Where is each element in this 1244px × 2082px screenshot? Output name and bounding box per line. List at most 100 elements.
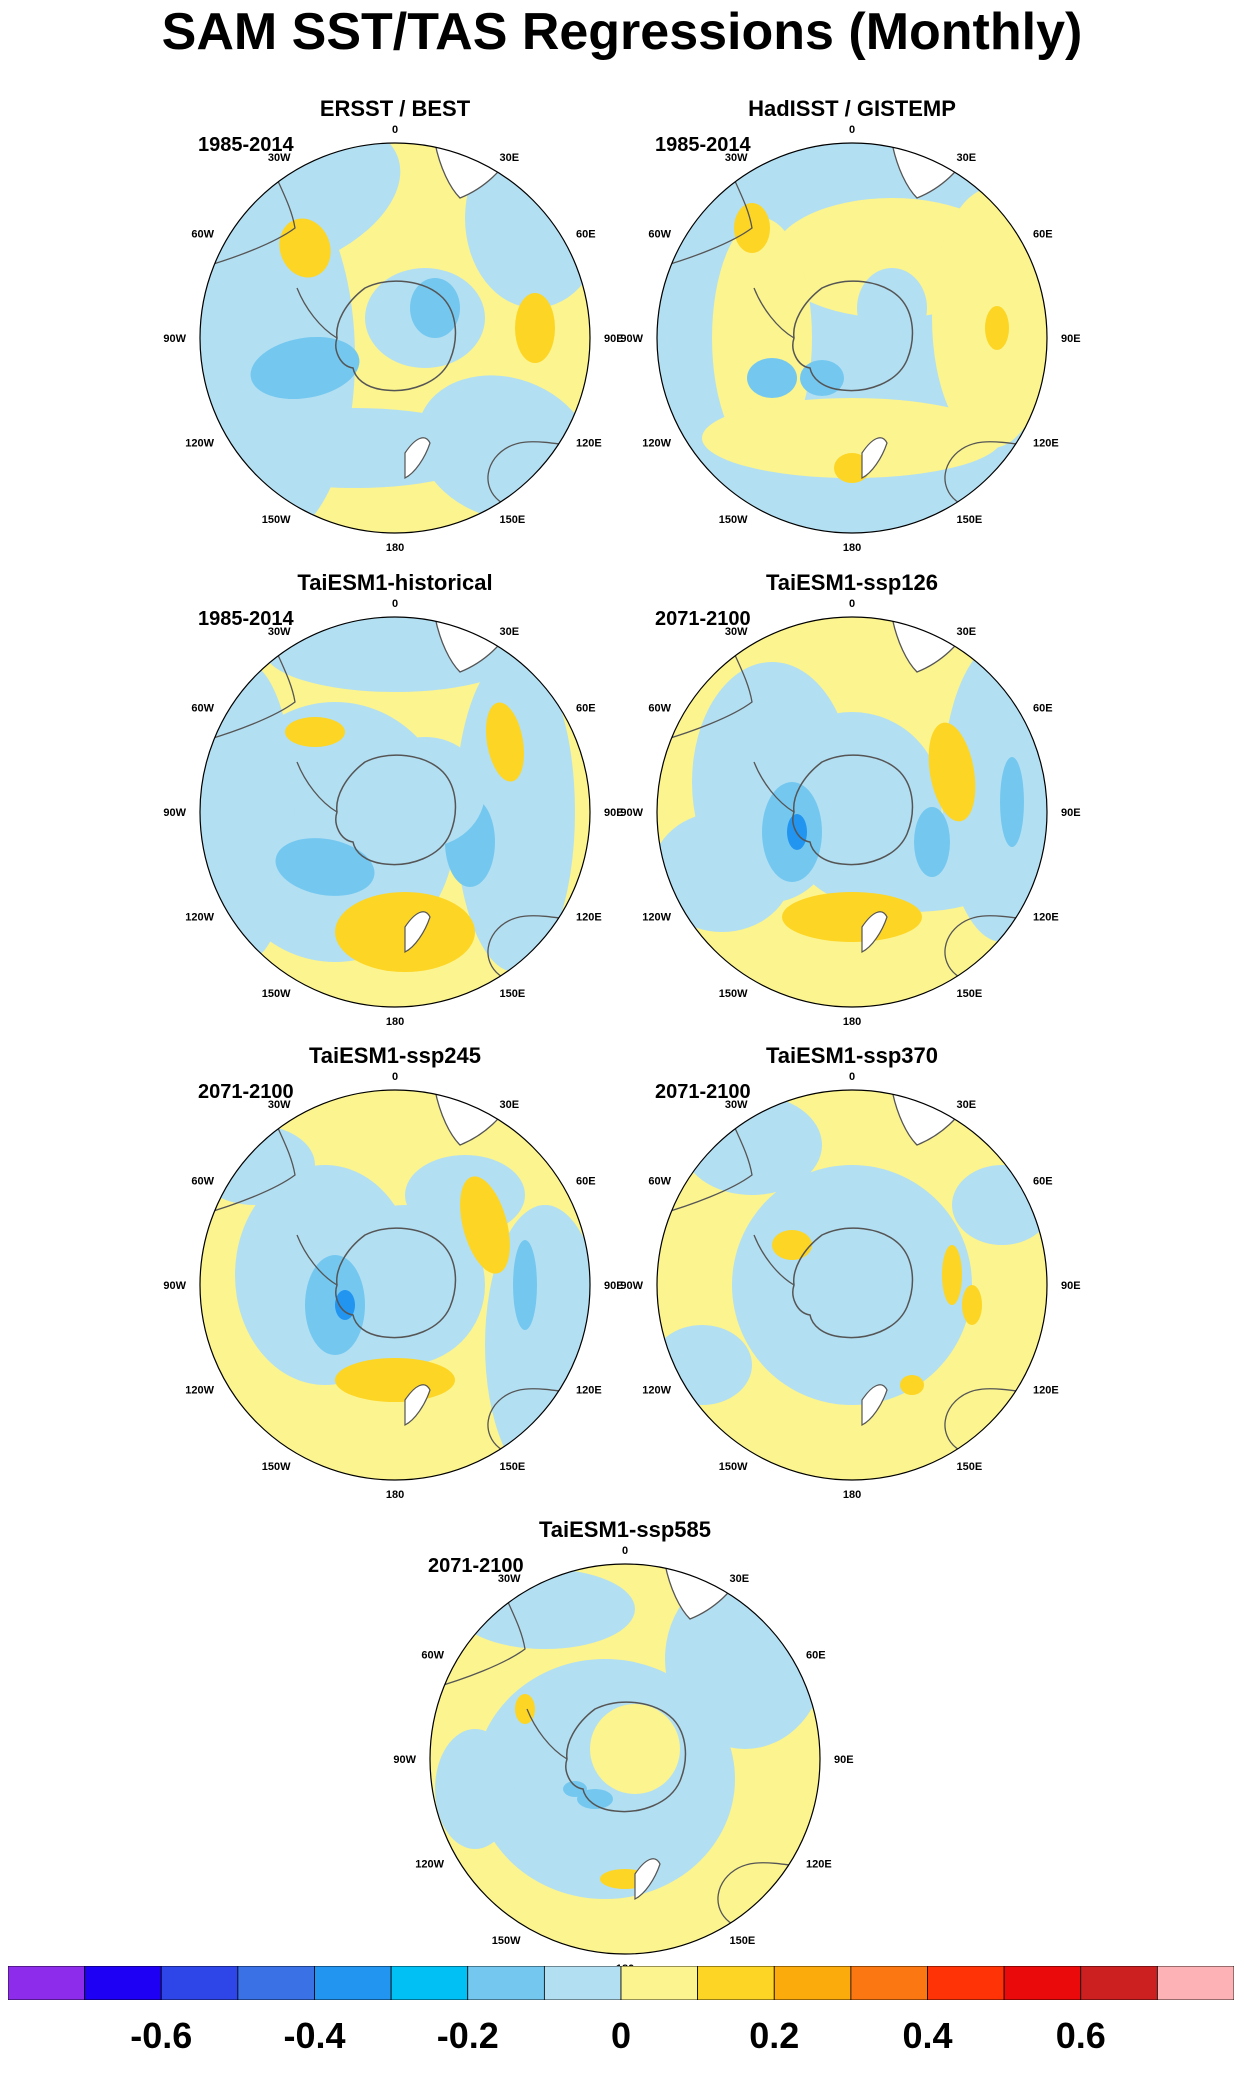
longitude-label: 60W (191, 703, 214, 715)
antarctica-coastline (565, 1701, 687, 1813)
regression-region (900, 1375, 924, 1395)
colorbar (8, 1966, 1234, 2000)
antarctic-peninsula (753, 287, 795, 339)
longitude-label: 150E (500, 1461, 526, 1473)
antarctica-coastline (335, 280, 457, 392)
longitude-label: 0 (392, 598, 398, 610)
longitude-label: 150E (500, 514, 526, 526)
longitude-label: 60E (806, 1650, 826, 1662)
longitude-label: 120W (642, 438, 671, 450)
longitude-label: 30E (500, 152, 520, 164)
longitude-label: 90E (604, 807, 624, 819)
longitude-label: 30W (725, 626, 748, 638)
longitude-label: 150W (492, 1935, 521, 1947)
new-zealand-coastline (404, 911, 431, 953)
figure-title: SAM SST/TAS Regressions (Monthly) (161, 3, 1083, 61)
antarctica-coastline (335, 1227, 457, 1339)
regression-region (942, 1245, 962, 1305)
longitude-label: 90E (1061, 1280, 1081, 1292)
regression-region (590, 1704, 680, 1794)
regression-region (515, 293, 555, 363)
panel-title: TaiESM1-ssp370 (765, 1043, 938, 1068)
longitude-label: 150W (719, 514, 748, 526)
regression-region (782, 892, 922, 942)
longitude-label: 0 (392, 124, 398, 136)
longitude-label: 90W (620, 807, 643, 819)
colorbar-swatch (773, 1966, 852, 2000)
antarctic-peninsula (526, 1708, 568, 1760)
antarctica-coastline (792, 280, 914, 392)
antarctic-peninsula (296, 761, 338, 813)
regression-region (365, 737, 485, 847)
colorbar-tick-label: 0.2 (749, 2015, 800, 2056)
new-zealand-coastline (861, 1384, 888, 1426)
antarctica-coastline (792, 754, 914, 866)
new-zealand-coastline (861, 437, 888, 479)
longitude-label: 30W (725, 1099, 748, 1111)
longitude-label: 120E (1033, 912, 1059, 924)
map-boundary (199, 616, 591, 1008)
longitude-label: 90W (163, 807, 186, 819)
longitude-label: 60E (1033, 703, 1053, 715)
regression-region (792, 1205, 952, 1365)
longitude-label: 30W (268, 1099, 291, 1111)
longitude-label: 90W (163, 333, 186, 345)
regression-region (250, 336, 360, 400)
longitude-label: 150W (262, 988, 291, 1000)
longitude-label: 120E (1033, 1385, 1059, 1397)
colorbar-swatch (390, 1966, 469, 2000)
panel-title: TaiESM1-ssp245 (308, 1043, 481, 1068)
regression-region (577, 1789, 613, 1809)
longitude-label: 60W (191, 1176, 214, 1188)
regression-region (325, 1205, 485, 1365)
longitude-label: 150E (957, 1461, 983, 1473)
regression-region (802, 812, 1022, 912)
panel-title: TaiESM1-ssp585 (538, 1517, 711, 1542)
regression-region (279, 218, 331, 278)
longitude-label: 90E (604, 1280, 624, 1292)
longitude-label: 30E (500, 626, 520, 638)
colorbar-swatch (84, 1966, 162, 2000)
longitude-label: 120W (185, 912, 214, 924)
antarctic-peninsula (753, 1234, 795, 1286)
regression-region (410, 278, 460, 338)
regression-region (772, 1230, 812, 1260)
longitude-label: 60W (648, 703, 671, 715)
longitude-label: 60E (1033, 229, 1053, 241)
longitude-label: 0 (392, 1071, 398, 1083)
period-label: 2071-2100 (428, 1555, 524, 1577)
longitude-label: 150W (719, 988, 748, 1000)
longitude-label: 120W (185, 438, 214, 450)
new-zealand-coastline (634, 1858, 661, 1900)
colorbar-tick-label: -0.6 (130, 2015, 193, 2056)
longitude-label: 180 (386, 1016, 404, 1028)
colorbar-swatch (1003, 1966, 1082, 2000)
longitude-label: 150E (957, 514, 983, 526)
regression-region (857, 268, 927, 348)
panel-title: HadISST / GISTEMP (748, 96, 956, 121)
regression-region (435, 1729, 515, 1849)
longitude-label: 150E (500, 988, 526, 1000)
colorbar-tick-label: -0.2 (436, 2015, 499, 2056)
regression-region (335, 1358, 455, 1402)
colorbar-swatch (850, 1966, 928, 2000)
longitude-label: 120E (576, 1385, 602, 1397)
longitude-label: 0 (622, 1545, 628, 1557)
colorbar-swatch (1080, 1966, 1158, 2000)
longitude-label: 60E (1033, 1176, 1053, 1188)
regression-region (285, 717, 345, 747)
longitude-label: 30E (500, 1099, 520, 1111)
colorbar-tick-label: 0 (610, 2015, 632, 2056)
colorbar-swatch (314, 1966, 392, 2000)
antarctica-coastline (792, 1227, 914, 1339)
colorbar-swatch (467, 1966, 545, 2000)
longitude-label: 150W (262, 1461, 291, 1473)
colorbar-swatch (8, 1966, 86, 2000)
longitude-label: 30W (725, 152, 748, 164)
regression-region (834, 453, 870, 483)
